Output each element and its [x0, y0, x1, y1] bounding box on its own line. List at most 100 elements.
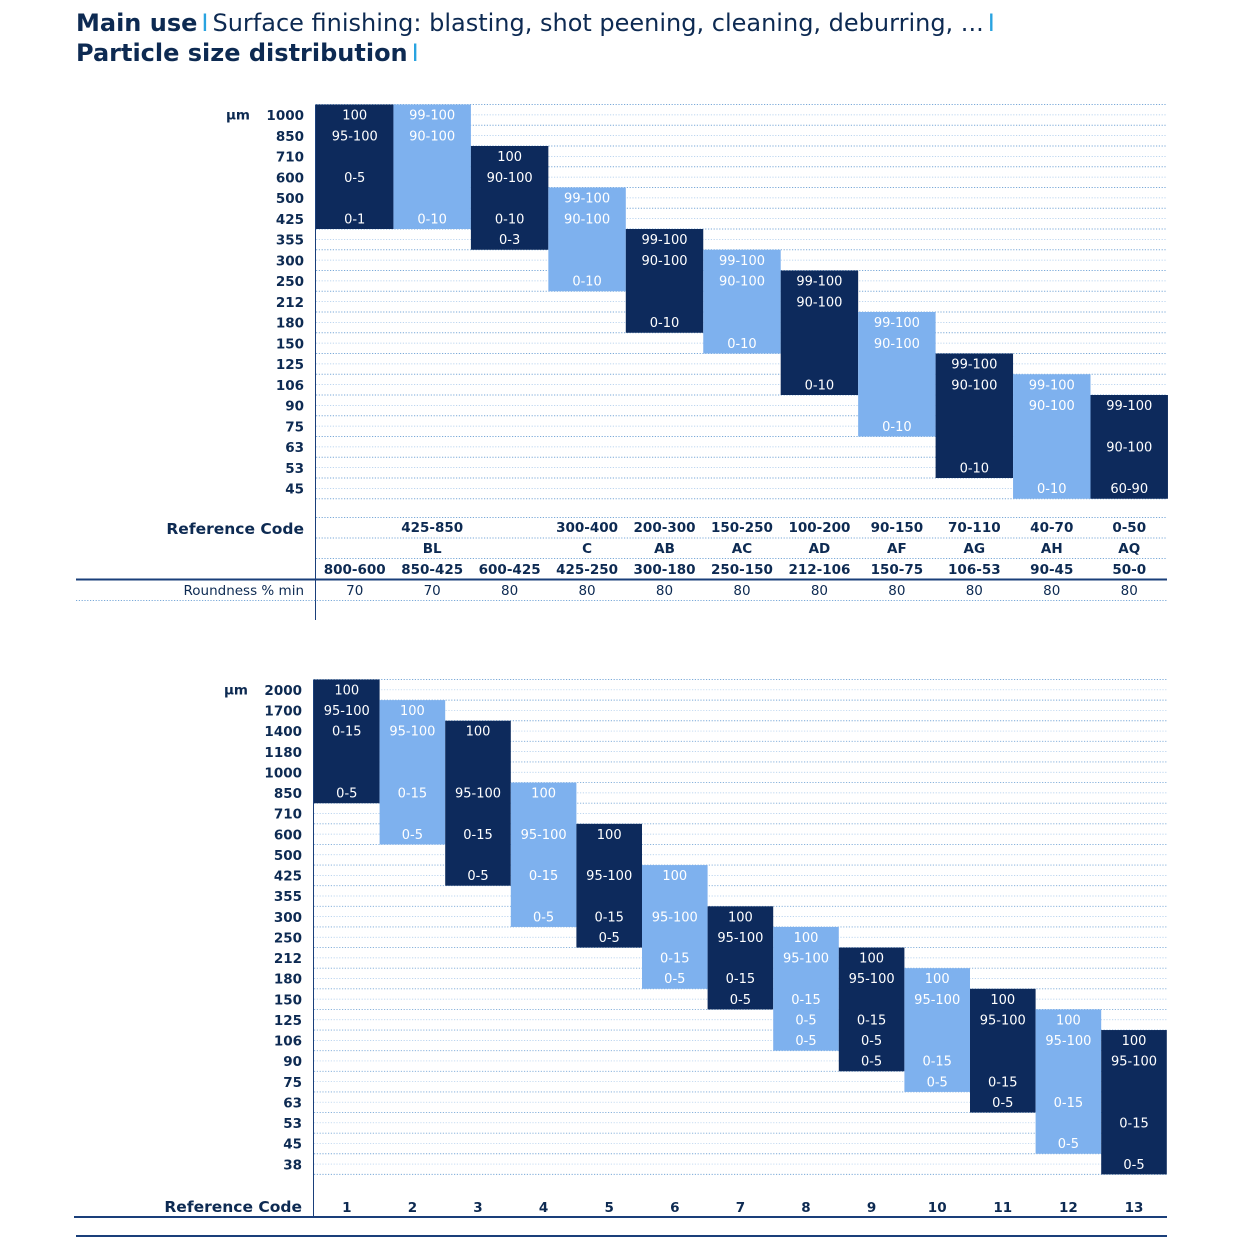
roundness-value: 80: [501, 583, 518, 599]
reference-code: 200-300: [634, 520, 696, 536]
reference-code: AH: [1041, 541, 1063, 557]
size-label: 212: [276, 295, 304, 311]
fraction-value: 90-100: [564, 212, 610, 227]
fraction-value: 99-100: [1029, 378, 1075, 393]
roundness-value: 80: [1043, 583, 1060, 599]
reference-code: 150-250: [711, 520, 773, 536]
fraction-value: 99-100: [796, 275, 842, 290]
fraction-bar: [316, 104, 394, 229]
fraction-value: 99-100: [951, 358, 997, 373]
reference-code: 70-110: [948, 520, 1001, 536]
psd-heading: Particle size distribution I: [76, 38, 423, 68]
size-label: 150: [276, 336, 304, 352]
reference-code: 300-400: [556, 520, 618, 536]
reference-code: BL: [423, 541, 442, 557]
reference-code: 100-200: [788, 520, 850, 536]
fraction-value: 99-100: [1106, 399, 1152, 414]
roundness-value: 80: [578, 583, 595, 599]
reference-code: 250-150: [711, 562, 773, 578]
fraction-value: 90-100: [409, 129, 455, 144]
reference-code: 150-75: [871, 562, 924, 578]
fraction-value: 0-10: [882, 420, 912, 435]
fraction-bar: [780, 270, 859, 395]
reference-code: 425-250: [556, 562, 618, 578]
size-label: 425: [276, 212, 304, 228]
reference-code: 50-0: [1112, 562, 1146, 578]
size-label: 600: [276, 170, 304, 186]
unit-label: µm: [226, 108, 250, 124]
reference-code: 850-425: [401, 562, 463, 578]
fraction-bar: [470, 146, 549, 250]
fraction-value: 99-100: [874, 316, 920, 331]
fraction-value: 0-10: [727, 337, 757, 352]
fraction-value: 0-10: [650, 316, 680, 331]
main-use-label: Main use: [76, 9, 198, 37]
reference-code: 90-150: [871, 520, 924, 536]
reference-code: C: [582, 541, 592, 557]
fraction-value: 90-100: [874, 337, 920, 352]
reference-code: 600-425: [479, 562, 541, 578]
reference-code: 0-50: [1112, 520, 1146, 536]
reference-code: AG: [964, 541, 986, 557]
size-label: 180: [276, 316, 304, 332]
fraction-value: 99-100: [564, 192, 610, 207]
reference-code: 800-600: [324, 562, 386, 578]
size-label: 75: [285, 419, 304, 435]
reference-code: AC: [732, 541, 752, 557]
roundness-value: 80: [656, 583, 673, 599]
reference-code: AQ: [1118, 541, 1140, 557]
fraction-value: 0-5: [344, 171, 365, 186]
size-label: 63: [285, 440, 304, 456]
separator: I: [201, 9, 209, 37]
roundness-value: 80: [733, 583, 750, 599]
fraction-value: 99-100: [409, 109, 455, 124]
size-label: 125: [276, 357, 304, 373]
fraction-value: 99-100: [719, 254, 765, 269]
roundness-value: 80: [888, 583, 905, 599]
main-use-heading: Main use I Surface finishing: blasting, sh…: [76, 8, 999, 38]
fraction-value: 90-100: [487, 171, 533, 186]
reference-code: 300-180: [634, 562, 696, 578]
fraction-value: 0-10: [495, 212, 525, 227]
fraction-value: 0-10: [417, 212, 447, 227]
size-label: 500: [276, 191, 304, 207]
roundness-value: 70: [346, 583, 363, 599]
fraction-bar: [935, 353, 1014, 478]
reference-code: AB: [654, 541, 675, 557]
fraction-bar: [1013, 374, 1091, 499]
fraction-value: 0-1: [344, 212, 365, 227]
fraction-bar: [625, 229, 704, 333]
size-label: 850: [276, 129, 304, 145]
fraction-bar: [703, 249, 781, 354]
size-label: 250: [276, 274, 304, 290]
fraction-value: 100: [497, 150, 522, 165]
fraction-value: 90-100: [1029, 399, 1075, 414]
size-label: 45: [285, 482, 304, 498]
fraction-value: 90-100: [719, 275, 765, 290]
size-label: 1000: [266, 108, 304, 124]
reference-code-label: Reference Code: [166, 520, 304, 538]
fraction-bar: [393, 104, 471, 229]
reference-code: AF: [887, 541, 907, 557]
psd-label: Particle size distribution: [76, 39, 408, 67]
reference-code: 425-850: [401, 520, 463, 536]
fraction-value: 0-3: [499, 233, 520, 248]
fraction-value: 90-100: [951, 378, 997, 393]
fraction-value: 100: [342, 109, 367, 124]
main-use-value: Surface finishing: blasting, shot peenin…: [212, 9, 984, 37]
separator: I: [411, 39, 419, 67]
reference-code: AD: [809, 541, 831, 557]
fraction-value: 60-90: [1110, 482, 1148, 497]
separator: I: [987, 9, 995, 37]
fraction-bar: [858, 312, 936, 437]
fraction-value: 99-100: [642, 233, 688, 248]
size-label: 300: [276, 253, 304, 269]
size-label: 53: [285, 461, 304, 477]
reference-code: 90-45: [1030, 562, 1073, 578]
roundness-value: 80: [966, 583, 983, 599]
reference-code: 106-53: [948, 562, 1001, 578]
size-label: 90: [285, 399, 304, 415]
size-label: 355: [276, 233, 304, 249]
fraction-value: 0-10: [805, 378, 835, 393]
